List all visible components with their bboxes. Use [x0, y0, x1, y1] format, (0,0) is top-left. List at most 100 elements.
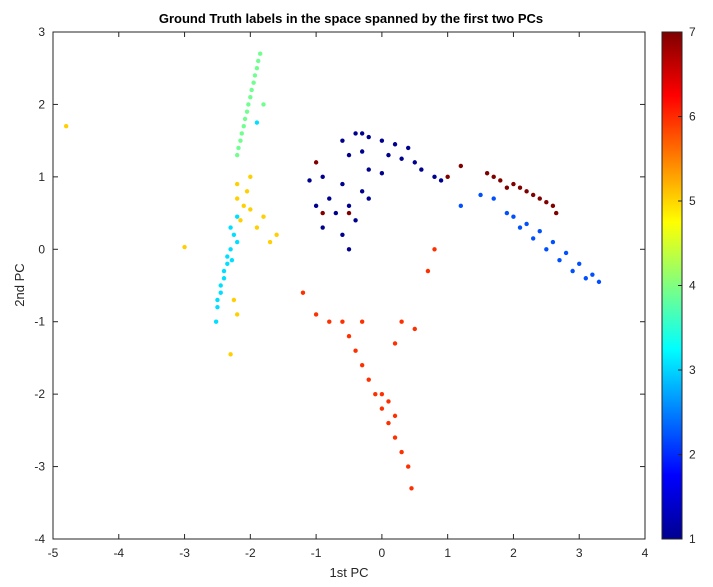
data-point-label-4: [238, 138, 243, 143]
data-point-label-7: [550, 203, 556, 209]
data-point-label-1: [333, 210, 339, 216]
data-point-label-5: [244, 189, 250, 194]
data-point-label-1: [359, 149, 365, 154]
colorbar-tick-label: 2: [689, 448, 696, 462]
x-tick-label: 3: [576, 546, 583, 560]
data-point-label-7: [554, 210, 559, 216]
data-point-label-3: [215, 305, 220, 310]
data-point-label-6: [386, 399, 391, 404]
data-point-label-6: [366, 377, 371, 382]
data-point-label-6: [327, 319, 332, 324]
data-point-label-6: [346, 334, 352, 339]
data-point-label-6: [425, 268, 431, 274]
data-point-label-6: [373, 391, 378, 397]
data-point-label-1: [379, 138, 385, 143]
data-point-label-2: [458, 203, 464, 209]
data-point-label-2: [524, 221, 529, 227]
data-point-label-5: [254, 225, 260, 230]
data-point-label-5: [274, 232, 279, 237]
data-point-label-4: [246, 102, 251, 107]
data-point-label-1: [366, 167, 371, 172]
data-point-label-2: [537, 228, 542, 234]
data-point-label-5: [261, 214, 266, 219]
data-point-label-6: [340, 319, 345, 324]
data-point-label-6: [379, 406, 385, 411]
data-point-label-3: [218, 290, 223, 295]
data-point-label-5: [231, 297, 237, 303]
data-point-label-1: [346, 203, 352, 209]
data-point-label-3: [229, 257, 235, 263]
data-point-label-6: [379, 391, 385, 397]
data-point-label-4: [244, 109, 250, 114]
data-point-label-6: [392, 413, 398, 419]
data-point-label-1: [346, 247, 352, 252]
y-tick-label: 2: [38, 97, 45, 111]
x-tick-label: -3: [179, 546, 190, 560]
data-point-label-7: [517, 185, 523, 190]
data-point-label-3: [221, 276, 227, 281]
data-point-label-6: [409, 486, 414, 491]
data-point-label-7: [511, 181, 516, 187]
data-point-label-2: [544, 247, 549, 252]
data-point-label-3: [231, 232, 237, 237]
data-point-label-3: [215, 297, 220, 303]
x-axis: -5 -4 -3 -2 -1 0 1 2 3 4: [48, 32, 649, 560]
data-point-label-1: [320, 225, 325, 230]
data-point-label-4: [254, 66, 260, 71]
y-tick-label: 0: [38, 242, 45, 256]
data-point-label-1: [399, 156, 404, 161]
data-point-label-6: [406, 464, 411, 469]
data-point-label-4: [248, 94, 253, 100]
y-tick-label: -4: [34, 532, 45, 546]
data-point-label-5: [63, 123, 69, 129]
data-point-label-4: [251, 80, 256, 85]
data-point-label-2: [511, 214, 516, 219]
data-point-label-4: [236, 145, 241, 151]
data-point-label-1: [353, 218, 358, 223]
colorbar-tick-label: 7: [689, 25, 696, 39]
data-point-label-6: [359, 362, 365, 368]
x-tick-label: 2: [510, 546, 517, 560]
data-point-label-5: [238, 218, 243, 223]
data-point-label-7: [313, 160, 319, 165]
data-point-label-4: [258, 51, 263, 56]
data-point-label-2: [517, 225, 523, 230]
data-point-label-4: [256, 58, 261, 64]
data-point-label-7: [445, 174, 450, 180]
data-point-label-2: [557, 257, 562, 263]
data-point-label-5: [234, 312, 240, 317]
data-point-label-3: [254, 120, 260, 125]
data-point-label-4: [234, 152, 240, 158]
data-point-label-1: [379, 171, 385, 176]
data-point-label-1: [313, 203, 319, 209]
data-point-label-1: [419, 167, 424, 172]
colorbar-tick-label: 4: [689, 279, 696, 293]
data-point-label-3: [234, 239, 240, 245]
colorbar-tick-label: 1: [689, 532, 696, 546]
data-point-label-4: [239, 131, 244, 136]
data-point-label-2: [590, 272, 595, 277]
data-point-label-6: [392, 435, 398, 440]
y-tick-label: 3: [38, 25, 45, 39]
data-point-label-7: [346, 210, 352, 216]
data-point-label-5: [248, 174, 253, 180]
y-tick-label: -2: [34, 387, 45, 401]
data-point-label-1: [340, 181, 345, 187]
data-point-label-3: [218, 283, 223, 288]
data-point-label-2: [563, 250, 569, 256]
data-point-label-1: [438, 178, 444, 183]
data-point-label-6: [412, 326, 417, 332]
data-point-label-2: [491, 196, 496, 201]
data-point-label-7: [544, 200, 549, 205]
data-point-label-7: [498, 178, 503, 183]
x-tick-label: -5: [48, 546, 59, 560]
data-point-label-3: [228, 225, 233, 230]
chart-title: Ground Truth labels in the space spanned…: [159, 11, 543, 26]
data-point-label-3: [234, 214, 240, 219]
scatter-points: [63, 51, 602, 491]
data-point-label-6: [353, 348, 358, 353]
data-point-label-1: [392, 142, 398, 147]
data-point-label-1: [412, 160, 417, 165]
